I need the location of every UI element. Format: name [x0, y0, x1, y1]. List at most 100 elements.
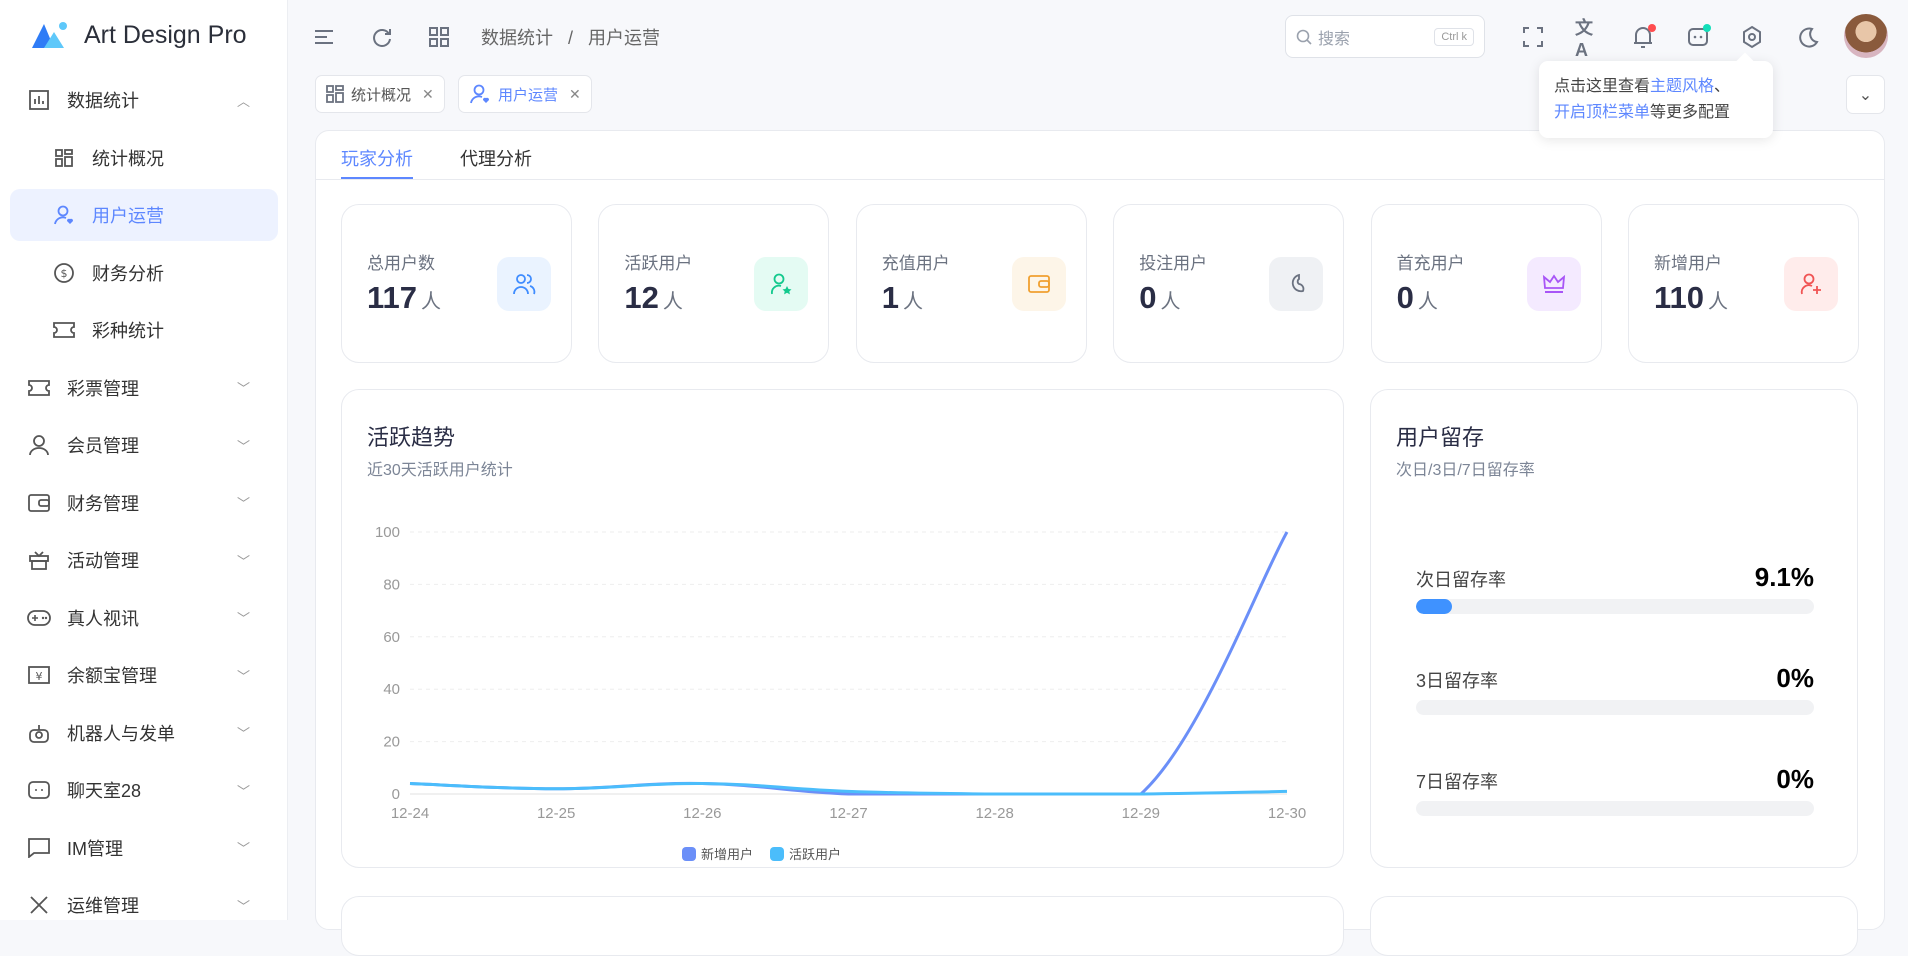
- x-tick-label: 12-27: [829, 805, 867, 822]
- bottom-card: [341, 896, 1344, 956]
- page-tab[interactable]: 统计概况 ✕: [315, 75, 445, 113]
- retention-value: 9.1%: [1754, 562, 1814, 592]
- stat-card: 新增用户 110 人: [1628, 204, 1859, 363]
- top-menu-link[interactable]: 开启顶栏菜单: [1554, 104, 1651, 121]
- sidebar-item[interactable]: 彩票管理 ﹀: [10, 362, 278, 414]
- settings-hexagon-icon[interactable]: [1739, 24, 1765, 50]
- theme-style-link[interactable]: 主题风格: [1650, 78, 1715, 95]
- svg-text:$: $: [61, 267, 68, 280]
- sidebar-item[interactable]: 财务管理 ﹀: [10, 477, 278, 529]
- stat-unit: 人: [1160, 291, 1181, 313]
- retention-row: 3日留存率 0%: [1416, 663, 1814, 715]
- chevron-down-icon: ⌄: [1858, 86, 1873, 104]
- stat-label: 活跃用户: [624, 254, 693, 273]
- logo-icon: [32, 22, 67, 48]
- stat-card: 总用户数 117 人: [341, 204, 572, 363]
- sidebar-item[interactable]: 机器人与发单 ﹀: [10, 707, 278, 759]
- y-tick-label: 40: [383, 681, 400, 698]
- chevron-down-icon: ﹀: [236, 611, 250, 626]
- svg-text:¥: ¥: [36, 670, 43, 683]
- chevron-up-icon: ︿: [236, 93, 250, 109]
- sidebar-item[interactable]: IM管理 ﹀: [10, 822, 278, 874]
- stat-unit: 人: [421, 291, 442, 313]
- crown-icon: [1526, 257, 1581, 311]
- fullscreen-icon[interactable]: [1520, 24, 1546, 50]
- breadcrumb-item[interactable]: 数据统计: [481, 28, 553, 48]
- retention-label: 3日留存率: [1416, 671, 1499, 691]
- retention-label: 次日留存率: [1416, 570, 1506, 590]
- refresh-icon[interactable]: [369, 24, 395, 50]
- app-title: Art Design Pro: [84, 20, 247, 49]
- chat-icon[interactable]: [1685, 24, 1711, 50]
- translate-icon[interactable]: 文A: [1575, 17, 1593, 60]
- dark-mode-moon-icon[interactable]: [1795, 24, 1821, 50]
- search-placeholder: 搜索: [1318, 30, 1351, 48]
- x-tick-label: 12-29: [1122, 805, 1160, 822]
- user-heart-icon: [52, 203, 76, 227]
- grid-icon: [326, 85, 344, 103]
- grid-icon: [52, 146, 76, 170]
- grid-icon[interactable]: [426, 24, 452, 50]
- sidebar-item[interactable]: $ 财务分析: [10, 247, 278, 299]
- tab-player-analysis[interactable]: 玩家分析: [341, 149, 413, 169]
- breadcrumb: 数据统计 / 用户运营: [481, 24, 660, 50]
- robot-icon: [27, 721, 51, 745]
- retention-label: 7日留存率: [1416, 772, 1499, 792]
- tabs-dropdown-button[interactable]: ⌄: [1846, 75, 1885, 114]
- sidebar-item-label: IM管理: [67, 838, 123, 859]
- series-line: [409, 782, 1288, 796]
- x-tick-label: 12-24: [391, 805, 429, 822]
- y-tick-label: 80: [383, 576, 400, 593]
- search-input[interactable]: 搜索 Ctrl k: [1285, 15, 1485, 58]
- user-icon: [27, 433, 51, 457]
- stat-card: 投注用户 0 人: [1113, 204, 1345, 363]
- retention-row: 7日留存率 0%: [1416, 764, 1814, 816]
- close-icon[interactable]: ✕: [569, 85, 581, 102]
- page-tab[interactable]: 用户运营 ✕: [458, 75, 592, 113]
- user-plus-icon: [1784, 257, 1838, 311]
- sidebar: Art Design Pro 数据统计 ︿ 统计概况 用户运营 $ 财务分析 彩种统计彩票管…: [0, 0, 288, 920]
- y-tick-label: 60: [383, 629, 400, 646]
- sidebar-item-label: 会员管理: [67, 436, 139, 456]
- chevron-down-icon: ﹀: [236, 381, 250, 396]
- retention-progress-fill: [1416, 599, 1453, 614]
- legend-swatch: [682, 847, 696, 861]
- sidebar-item[interactable]: 聊天室28 ﹀: [10, 764, 278, 816]
- user-heart-icon: [469, 83, 491, 105]
- menu-toggle-icon[interactable]: [311, 24, 337, 50]
- sidebar-item[interactable]: 活动管理 ﹀: [10, 534, 278, 586]
- sidebar-item-label: 财务管理: [67, 493, 139, 514]
- dollar-circle-icon: $: [52, 261, 76, 285]
- tooltip-text: 点击这里查看: [1554, 78, 1651, 95]
- sidebar-item[interactable]: ¥ 余额宝管理 ﹀: [10, 649, 278, 701]
- notification-bell-icon[interactable]: [1630, 24, 1656, 50]
- stat-unit: 人: [903, 291, 924, 313]
- tab-label: 统计概况: [351, 86, 412, 104]
- sidebar-item[interactable]: 用户运营: [10, 189, 278, 241]
- sidebar-item[interactable]: 统计概况: [10, 132, 278, 184]
- sidebar-item[interactable]: 运维管理 ﹀: [10, 879, 278, 931]
- tab-agent-analysis[interactable]: 代理分析: [460, 149, 532, 169]
- tools-icon: [27, 893, 51, 917]
- stat-unit: 人: [1417, 291, 1438, 313]
- ticket-icon: [27, 376, 51, 400]
- stat-label: 新增用户: [1654, 254, 1722, 273]
- stat-value: 0: [1139, 280, 1157, 315]
- user-avatar[interactable]: [1844, 14, 1888, 58]
- y-tick-label: 20: [383, 734, 400, 751]
- line-chart: 0 20 40 60 80 100 12-24 12-25 12-26 12-27 12-28 12-…: [375, 524, 1306, 862]
- sidebar-item[interactable]: 会员管理 ﹀: [10, 419, 278, 471]
- sidebar-item-label: 真人视讯: [67, 608, 139, 629]
- legend-swatch: [770, 847, 784, 861]
- sidebar-item[interactable]: 彩种统计: [10, 304, 278, 356]
- breadcrumb-separator: /: [568, 28, 574, 48]
- stat-label: 充值用户: [881, 254, 950, 273]
- sidebar-item[interactable]: 数据统计 ︿: [10, 74, 278, 126]
- search-icon: [1296, 29, 1312, 45]
- close-icon[interactable]: ✕: [422, 85, 434, 102]
- logo[interactable]: Art Design Pro: [30, 20, 247, 50]
- card-title: 用户留存: [1396, 425, 1485, 450]
- stat-unit: 人: [1708, 291, 1729, 313]
- sidebar-item-label: 数据统计: [67, 91, 139, 111]
- sidebar-item[interactable]: 真人视讯 ﹀: [10, 592, 278, 644]
